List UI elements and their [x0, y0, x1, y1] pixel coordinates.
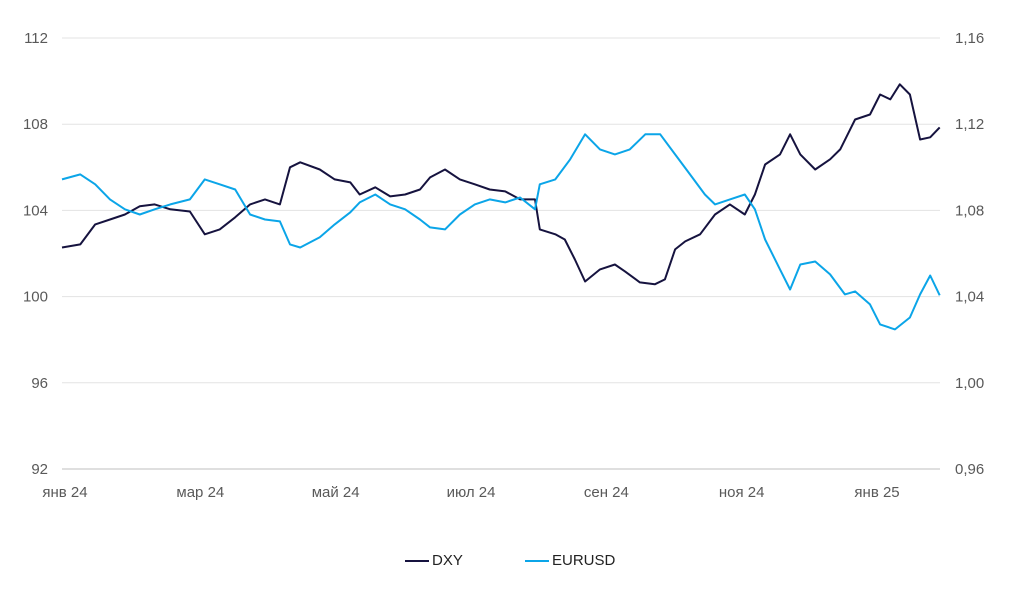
- legend-swatch-eurusd: [525, 559, 549, 562]
- x-tick-label: янв 24: [42, 484, 87, 501]
- legend-swatch-dxy: [405, 559, 429, 562]
- x-tick-label: сен 24: [584, 484, 629, 501]
- right-tick-label: 1,00: [955, 375, 984, 392]
- legend-label-dxy: DXY: [432, 552, 463, 569]
- x-tick-label: июл 24: [447, 484, 496, 501]
- left-tick-label: 104: [23, 202, 48, 219]
- left-tick-label: 112: [24, 30, 48, 47]
- legend: DXY EURUSD: [0, 552, 1024, 572]
- right-tick-label: 1,08: [955, 202, 984, 219]
- right-tick-label: 1,04: [955, 289, 984, 306]
- series-line-dxy: [61, 83, 941, 286]
- left-tick-label: 100: [23, 289, 48, 306]
- legend-item-eurusd: EURUSD: [525, 552, 615, 569]
- left-tick-label: 108: [23, 116, 48, 133]
- right-tick-label: 1,16: [955, 30, 984, 47]
- x-axis-ticks: янв 24 мар 24 май 24 июл 24 сен 24 ноя 24 янв …: [42, 484, 899, 501]
- left-tick-label: 92: [31, 461, 48, 478]
- x-tick-label: мар 24: [176, 484, 224, 501]
- left-axis-ticks: 92 96 100 104 108 112: [23, 30, 48, 478]
- x-tick-label: янв 25: [854, 484, 899, 501]
- gridlines: [62, 37, 940, 470]
- series-line-eurusd: [61, 133, 941, 331]
- legend-item-dxy: DXY: [405, 552, 463, 569]
- x-tick-label: май 24: [312, 484, 360, 501]
- right-tick-label: 0,96: [955, 461, 984, 478]
- x-tick-label: ноя 24: [719, 484, 765, 501]
- legend-label-eurusd: EURUSD: [552, 552, 616, 569]
- right-axis-ticks: 0,96 1,00 1,04 1,08 1,12 1,16: [955, 30, 984, 478]
- series-lines: [61, 83, 941, 331]
- left-tick-label: 96: [31, 375, 48, 392]
- right-tick-label: 1,12: [955, 116, 984, 133]
